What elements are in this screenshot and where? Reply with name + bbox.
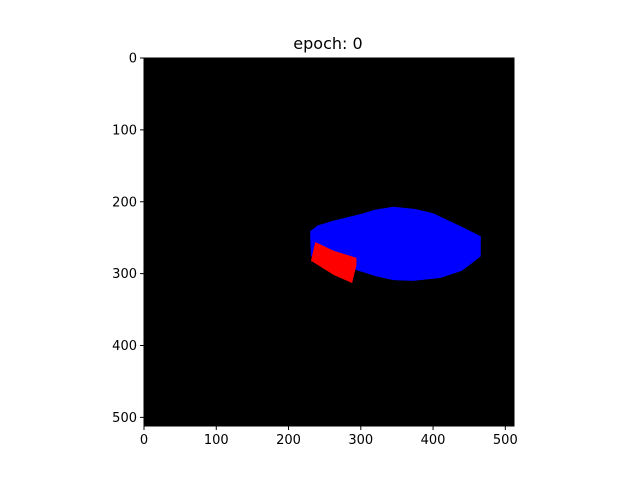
x-axis: 0 100 200 300 400 500 [140, 426, 518, 448]
y-tick-label: 300 [112, 267, 137, 282]
chart-title: epoch: 0 [293, 34, 362, 53]
x-tick-label: 300 [348, 433, 373, 448]
y-tick-label: 0 [129, 52, 137, 67]
x-tick-label: 500 [493, 433, 518, 448]
y-tick-label: 100 [112, 123, 137, 138]
y-tick-label: 500 [112, 411, 137, 426]
x-tick-label: 100 [204, 433, 229, 448]
y-axis: 0 100 200 300 400 500 [112, 52, 144, 426]
x-tick-label: 0 [140, 433, 148, 448]
x-tick-label: 400 [421, 433, 446, 448]
plot-frame [143, 57, 515, 427]
y-tick-label: 400 [112, 339, 137, 354]
x-tick-label: 200 [276, 433, 301, 448]
y-tick-label: 200 [112, 195, 137, 210]
region-1 [310, 242, 357, 283]
image-regions [310, 206, 481, 283]
